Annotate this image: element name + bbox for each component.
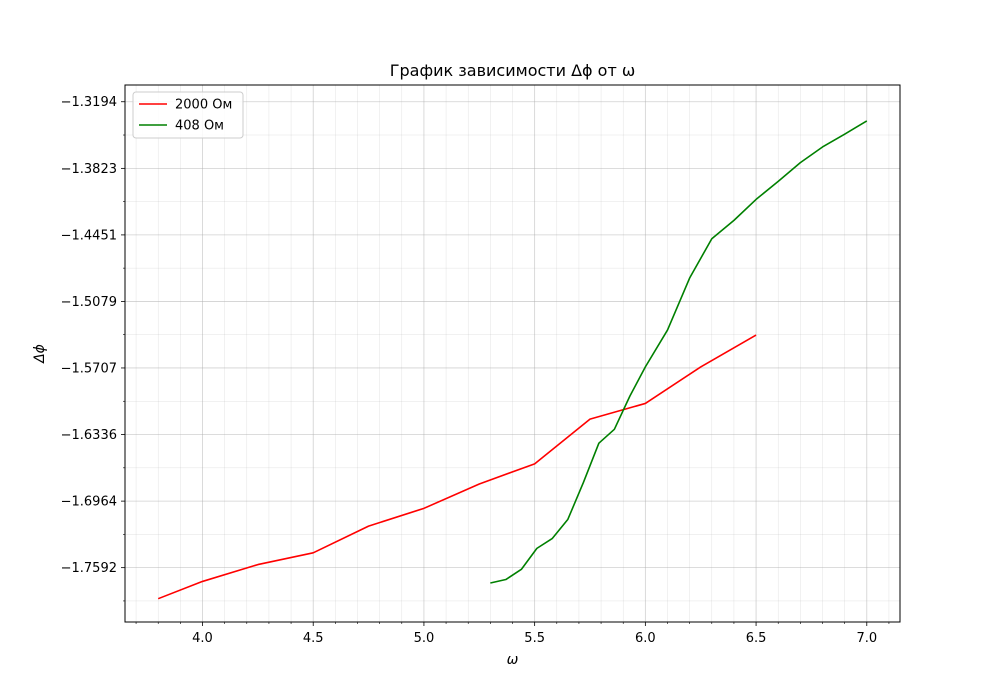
series-layer	[157, 120, 868, 600]
y-tick-label: −1.5707	[61, 361, 117, 376]
y-axis-ticks: −1.3194 −1.3823 −1.4451 −1.5079 −1.5707 −1.63…	[61, 95, 125, 602]
x-tick-label: 5.0	[414, 631, 435, 646]
series-line-2	[490, 120, 868, 584]
y-axis-title: Δϕ	[32, 344, 48, 364]
x-axis-ticks: 4.0 4.5 5.0 5.5 6.0 6.5 7.0	[135, 622, 890, 646]
x-tick-label: 5.5	[524, 631, 545, 646]
x-tick-label: 4.5	[303, 631, 324, 646]
y-tick-label: −1.6336	[61, 428, 117, 443]
y-tick-label: −1.3194	[61, 95, 117, 110]
legend-label-2: 408 Ом	[175, 119, 224, 134]
y-tick-label: −1.7592	[61, 561, 117, 576]
x-axis-title: ω	[507, 652, 519, 668]
y-tick-label: −1.6964	[61, 495, 117, 510]
x-tick-label: 4.0	[192, 631, 213, 646]
x-tick-label: 7.0	[856, 631, 877, 646]
chart-title: График зависимости Δϕ от ω	[390, 61, 636, 80]
y-tick-label: −1.4451	[61, 228, 117, 243]
legend-label-1: 2000 Ом	[175, 98, 232, 113]
x-tick-label: 6.0	[635, 631, 656, 646]
minor-grid	[125, 85, 900, 622]
x-tick-label: 6.5	[746, 631, 767, 646]
y-tick-label: −1.3823	[61, 162, 117, 177]
legend: 2000 Ом 408 Ом	[132, 91, 244, 139]
major-grid	[125, 85, 900, 622]
series-line-1	[157, 334, 757, 600]
y-tick-label: −1.5079	[61, 295, 117, 310]
